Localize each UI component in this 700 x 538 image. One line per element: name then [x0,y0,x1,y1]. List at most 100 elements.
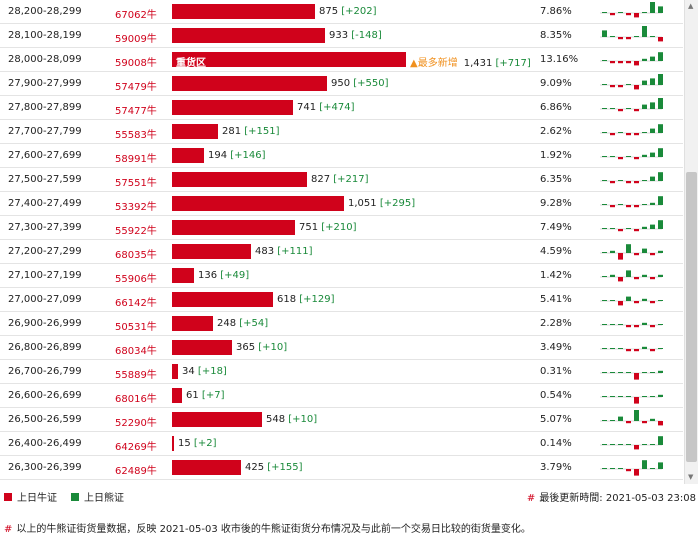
warrant-code-link[interactable]: 62489牛 [115,466,157,477]
history-sparkline [600,410,663,426]
sparkline-bar [658,220,663,229]
scroll-up-icon[interactable]: ▲ [688,2,694,10]
strike-range: 27,300-27,399 [8,222,82,233]
quantity-value: 548 [+10] [266,414,317,425]
quantity-bar [172,316,213,331]
warrant-code-link[interactable]: 57479牛 [115,82,157,93]
quantity-value: 281 [+151] [222,126,280,137]
sparkline-bar [642,58,647,61]
sparkline-bar [634,61,639,66]
quantity-bar [172,292,273,307]
quantity-value: 425 [+155] [245,462,303,473]
warrant-code-link[interactable]: 68035牛 [115,250,157,261]
sparkline-bar [610,468,615,469]
warrant-code-link[interactable]: 59008牛 [115,58,157,69]
table-row: 26,700-26,799 55889牛 34 [+18] 0.31% [0,360,683,384]
history-sparkline [600,270,663,282]
quantity-value: 194 [+146] [208,150,266,161]
sparkline-bar [618,396,623,397]
warrant-code-link[interactable]: 55583牛 [115,130,157,141]
sparkline-bar [618,416,623,421]
warrant-code-link[interactable]: 58991牛 [115,154,157,165]
quantity-bar [172,388,182,403]
sparkline-bar [602,276,607,277]
sparkline-bar [618,85,623,88]
sparkline-bar [650,396,655,397]
strike-range: 28,100-28,199 [8,30,82,41]
sparkline-bar [610,396,615,397]
history-sparkline [600,172,663,184]
warrant-code-link[interactable]: 55889牛 [115,370,157,381]
sparkline-bar [610,108,615,109]
sparkline-bar [618,468,623,469]
scrollbar[interactable]: ▲ ▼ [684,0,698,484]
sparkline-bar [642,26,647,37]
quantity-change: [+10] [288,414,318,425]
sparkline-bar [626,270,631,277]
quantity-number: 194 [208,150,228,161]
sparkline-bar [634,397,639,404]
warrant-code-link[interactable]: 67062牛 [115,10,157,21]
sparkline-bar [634,109,639,112]
warrant-code-link[interactable]: 55922牛 [115,226,157,237]
quantity-value: 933 [-148] [329,30,382,41]
warrant-code-link[interactable]: 50531牛 [115,322,157,333]
quantity-change: [+49] [220,270,250,281]
warrant-code-link[interactable]: 66142牛 [115,298,157,309]
table-row: 27,200-27,299 68035牛 483 [+111] 4.59% [0,240,683,264]
sparkline-bar [602,132,607,133]
quantity-number: 950 [331,78,351,89]
quantity-value: 15 [+2] [178,438,216,449]
percentage: 6.86% [540,102,572,113]
sparkline-bar [642,132,647,133]
sparkline-bar [650,128,655,133]
sparkline-bar [650,349,655,352]
sparkline-bar [626,228,631,229]
sparkline-bar [658,98,663,109]
warrant-code-link[interactable]: 55906牛 [115,274,157,285]
sparkline-bar [650,102,655,109]
strike-range: 28,200-28,299 [8,6,82,17]
warrant-code-link[interactable]: 68034牛 [115,346,157,357]
warrant-code-link[interactable]: 64269牛 [115,442,157,453]
warrant-code-link[interactable]: 68016牛 [115,394,157,405]
sparkline-bar [658,196,663,205]
quantity-bar [172,436,174,451]
warrant-code-link[interactable]: 59009牛 [115,34,157,45]
warrant-code-link[interactable]: 52290牛 [115,418,157,429]
warrant-code-link[interactable]: 57477牛 [115,106,157,117]
sparkline-bar [610,250,615,253]
table-row: 26,300-26,399 62489牛 425 [+155] 3.79% [0,456,683,480]
warrant-code-link[interactable]: 57551牛 [115,178,157,189]
history-sparkline [600,26,663,42]
sparkline-bar [626,13,631,16]
sparkline-bar [658,172,663,181]
sparkline-bar [610,181,615,184]
sparkline-bar [634,410,639,421]
sparkline-bar [602,108,607,109]
sparkline-bar [642,180,647,181]
quantity-bar: 重货区 [172,52,406,69]
sparkline-bar [634,229,639,232]
last-updated: # 最後更新時間: 2021-05-03 23:08 [527,489,696,504]
sparkline-bar [626,469,631,472]
sparkline-bar [658,394,663,397]
table-row: 26,800-26,899 68034牛 365 [+10] 3.49% [0,336,683,360]
quantity-bar [172,100,293,115]
sparkline-bar [650,36,655,37]
history-sparkline [600,394,663,404]
sparkline-bar [610,372,615,373]
sparkline-bar [642,298,647,301]
table-row: 27,900-27,999 57479牛 950 [+550] 9.09% [0,72,683,96]
table-row: 27,100-27,199 55906牛 136 [+49] 1.42% [0,264,683,288]
most-added-badge: ▲最多新增 [410,58,458,69]
table-row: 26,500-26,599 52290牛 548 [+10] 5.07% [0,408,683,432]
percentage: 2.28% [540,318,572,329]
sparkline-bar [650,152,655,157]
sparkline-bar [658,52,663,61]
quantity-number: 248 [217,318,237,329]
quantity-bar [172,148,204,163]
scroll-down-icon[interactable]: ▼ [688,473,694,481]
scroll-thumb[interactable] [686,172,697,462]
warrant-code-link[interactable]: 53392牛 [115,202,157,213]
